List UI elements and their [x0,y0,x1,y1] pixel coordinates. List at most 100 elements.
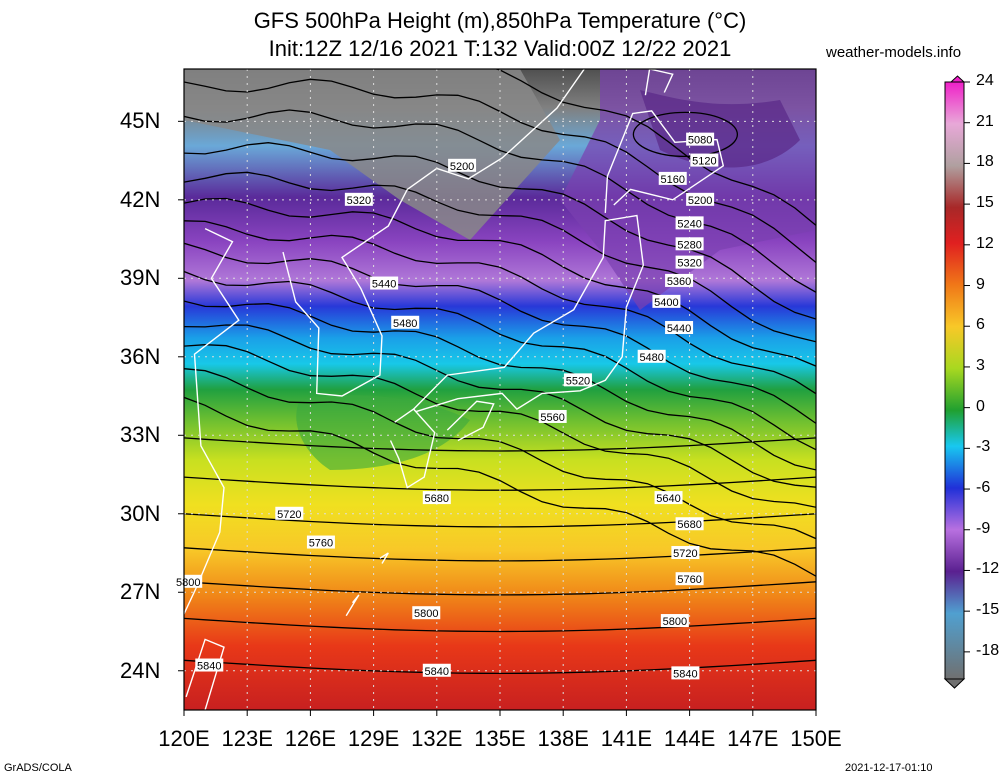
contour-label-text: 5440 [667,323,691,335]
colorbar-label: 6 [976,316,985,334]
colorbar-label: -18 [976,641,1000,659]
contour-label: 5720 [671,546,700,560]
contour-label: 5840 [195,658,224,673]
contour-label-text: 5480 [393,318,417,330]
colorbar-label: 3 [976,356,985,374]
colorbar-label: 9 [976,275,985,293]
contour-label: 5840 [671,666,700,680]
contour-label: 5440 [665,321,694,335]
contour-label-box [660,614,689,628]
contour-label-box [690,153,719,167]
contour-label-box [563,373,592,387]
contour-label: 5800 [660,614,689,628]
lat-label: 30N [120,500,161,526]
contour-label-box [370,276,399,290]
contour-label-box [412,606,441,620]
coastline-japan-kyushu [389,408,436,489]
height-contour-line [184,344,816,508]
contour-label-text: 5800 [663,616,687,628]
contour-label-box [344,192,373,206]
colorbar-scale [944,81,965,680]
contour-label: 5680 [422,491,451,505]
contour-label-box [174,574,203,588]
contour-label: 5640 [654,491,683,505]
colorbar-bottom-arrow [943,678,966,689]
contour-label-box [686,132,715,146]
lat-label: 33N [120,422,161,448]
lat-label: 36N [120,343,161,369]
coastline-japan-shikoku [446,400,495,442]
contour-label: 5120 [690,153,719,168]
contour-label: 5480 [391,315,420,330]
contour-label: 5200 [448,158,477,173]
contour-label-text: 5080 [688,135,712,147]
lon-label: 123E [221,726,273,751]
contour-label-text: 5280 [677,239,701,251]
lon-label: 129E [347,726,400,751]
contour-label-text: 5560 [540,412,564,424]
contour-label-box [675,517,704,531]
contour-label: 5560 [538,409,567,424]
contour-label-box [448,158,477,172]
contour-label-box [652,294,681,308]
colorbar-label: -15 [976,601,1000,619]
contour-label: 5160 [658,171,687,186]
lon-label: 141E [600,726,653,751]
contour-label-box [675,216,704,230]
contour-label-box [658,171,687,185]
contour-label-text: 5800 [176,577,200,589]
contour-label-text: 5200 [450,161,474,173]
contour-label-text: 5320 [347,195,371,207]
colorbar-label: -3 [976,438,991,456]
colorbar [943,75,970,689]
height-contour-line [184,142,816,320]
height-contour-labels: 5080512051605200520053205240528053205360… [174,132,719,680]
lon-label: 150E [790,726,842,751]
colorbar-top-arrow [949,75,966,83]
contour-label-box [654,491,683,505]
contour-label: 5360 [665,273,694,288]
coastline-japan-honshu [413,214,645,413]
colorbar-label: -9 [976,519,991,537]
contour-label-text: 5120 [692,156,716,168]
contour-label: 5320 [675,255,704,270]
lat-label: 45N [120,108,161,134]
contour-label-box [671,546,700,560]
contour-label-text: 5320 [677,258,701,270]
contour-label: 5200 [686,192,715,207]
lon-label: 144E [663,726,716,751]
low-center-region [640,90,800,168]
contour-label-text: 5800 [414,608,438,620]
contour-label-box [675,572,704,586]
contour-label: 5520 [563,373,592,387]
contour-label-box [275,506,304,520]
contour-label-box [391,315,420,329]
height-contour-line [184,171,816,343]
colorbar-label: 15 [976,194,994,212]
contour-label-text: 5840 [673,668,697,680]
contour-label-box [665,321,694,335]
contour-label: 5080 [686,132,715,147]
colorbar-label: -6 [976,479,991,497]
contour-label-text: 5160 [661,174,685,186]
contour-label-box [637,349,666,363]
contour-label-text: 5480 [639,352,663,364]
height-contour-line [184,617,816,633]
credit-text: weather-models.info [826,44,962,61]
contour-label-text: 5400 [654,297,678,309]
contour-label: 5280 [675,237,704,251]
contour-label-text: 5840 [197,661,221,673]
lat-label: 42N [120,186,161,212]
height-contour-line [184,396,816,577]
lat-label: 39N [120,265,161,291]
lon-label: 126E [284,726,337,751]
contour-label: 5480 [637,349,666,364]
axis-ticks [178,120,817,716]
lat-lon-grid [184,69,816,710]
contour-label: 5760 [306,535,335,550]
colorbar-label: 0 [976,397,985,415]
contour-label: 5840 [422,663,451,678]
contour-label: 5760 [675,572,704,586]
lon-label: 138E [537,726,589,751]
coastline-russia-coast [406,69,585,190]
